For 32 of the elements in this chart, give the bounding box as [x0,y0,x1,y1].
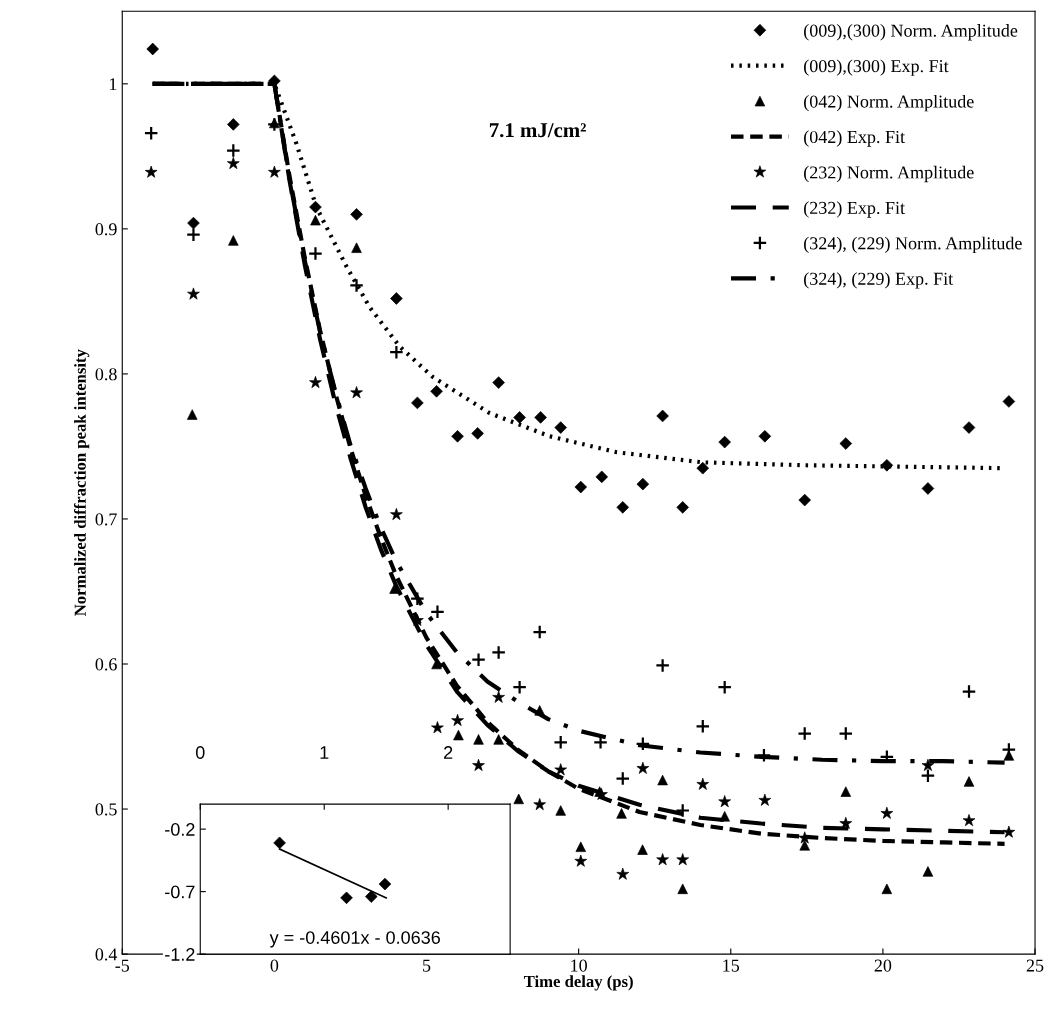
y-tick-label: 0.8 [95,368,117,381]
x-axis-title: Time delay (ps) [523,975,633,991]
legend-label: (232) Norm. Amplitude [804,165,974,183]
x-tick-label: 1 [320,746,329,759]
x-tick-label: 0 [195,746,205,759]
legend-label: (324), (229) Norm. Amplitude [804,236,1022,254]
x-tick-label: 10 [571,959,587,972]
x-tick-label: 0 [270,959,279,972]
legend-label: (042) Norm. Amplitude [804,94,974,112]
x-tick-label: -5 [115,959,130,972]
y-tick-label: 0.7 [95,513,117,526]
x-tick-label: 2 [444,746,453,759]
legend-label: (324), (229) Exp. Fit [804,272,954,289]
y-tick-label: 1 [109,78,117,91]
x-tick-label: 25 [1026,959,1044,972]
legend-label: (009),(300) Norm. Amplitude [804,24,1018,41]
y-tick-label: -1.2 [165,948,195,961]
y-tick-label: 0.6 [95,658,117,671]
y-tick-label: -0.7 [165,885,195,899]
x-tick-label: 5 [423,959,431,972]
y-tick-label: 0.5 [95,803,117,816]
y-axis-title: Normalized diffraction peak intensity [73,349,90,616]
x-tick-label: 20 [874,959,892,972]
y-tick-label: -0.2 [165,823,195,836]
annotation: y = -0.4601x - 0.0636 [269,931,440,948]
y-tick-label: 0.9 [95,223,117,236]
legend-label: (009),(300) Exp. Fit [804,59,949,76]
annotation: 7.1 mJ/cm² [489,123,586,138]
x-tick-label: 15 [723,959,740,972]
legend-label: (042) Exp. Fit [804,130,905,147]
legend-label: (232) Exp. Fit [804,201,905,218]
y-tick-label: 0.4 [95,948,118,961]
